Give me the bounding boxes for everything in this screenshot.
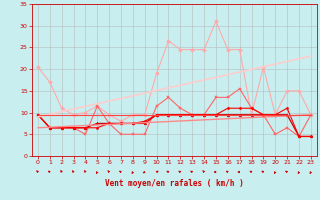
X-axis label: Vent moyen/en rafales ( km/h ): Vent moyen/en rafales ( km/h ): [105, 179, 244, 188]
